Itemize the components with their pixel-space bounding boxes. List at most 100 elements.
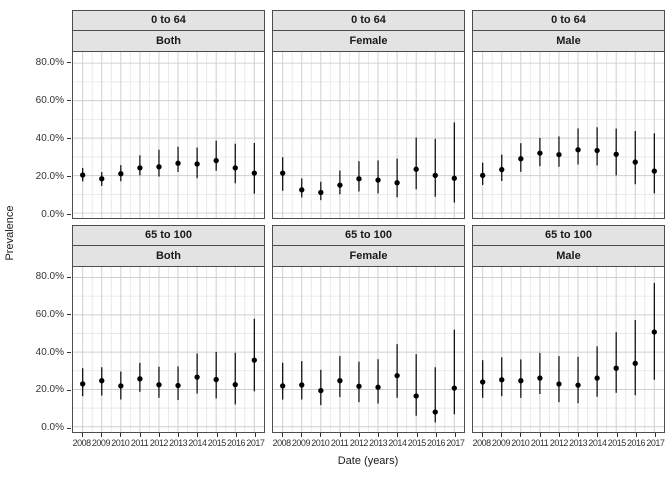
point-estimate <box>375 177 381 183</box>
point-estimate <box>299 187 305 193</box>
panel-plot <box>73 52 264 218</box>
x-tick-label: 2009 <box>91 438 111 448</box>
y-tick-label: 80.0% <box>35 271 64 283</box>
point-estimate <box>556 381 562 387</box>
x-tick-mark <box>339 433 341 437</box>
x-tick-mark <box>520 433 522 437</box>
point-estimate <box>556 151 562 158</box>
point-estimate <box>356 176 362 182</box>
facet-strip-age: 0 to 64 <box>72 10 265 31</box>
point-estimate <box>632 159 638 165</box>
x-tick-label: 2011 <box>530 438 549 448</box>
point-estimate <box>499 377 505 383</box>
x-tick-label: 2014 <box>388 438 407 448</box>
x-tick-label: 2017 <box>246 438 265 448</box>
y-tick-label: 80.0% <box>35 56 64 68</box>
point-estimate <box>99 176 105 182</box>
point-estimate <box>651 329 657 335</box>
point-estimate <box>99 378 105 384</box>
x-axis-title: Date (years) <box>337 455 399 467</box>
x-tick-mark <box>216 433 218 437</box>
y-tick-label: 20.0% <box>35 384 64 396</box>
point-estimate <box>356 383 362 389</box>
x-tick-mark <box>578 433 580 437</box>
facet-panel <box>272 51 465 219</box>
y-tick-mark <box>67 389 71 391</box>
facet-strip-age: 0 to 64 <box>272 10 465 31</box>
facet-strip-age: 65 to 100 <box>472 225 665 246</box>
x-tick-mark <box>481 433 483 437</box>
point-estimate <box>451 385 457 391</box>
x-tick-mark <box>436 433 438 437</box>
point-estimate <box>194 374 200 380</box>
x-tick-mark <box>416 433 418 437</box>
x-tick-mark <box>636 433 638 437</box>
point-estimate <box>394 372 400 379</box>
point-estimate <box>251 357 257 363</box>
point-estimate <box>232 165 238 171</box>
point-estimate <box>251 170 257 176</box>
point-estimate <box>518 156 524 162</box>
y-tick-mark <box>67 314 71 316</box>
point-estimate <box>213 376 219 383</box>
point-estimate <box>594 147 600 154</box>
x-tick-label: 2015 <box>607 438 627 448</box>
x-tick-label: 2008 <box>72 438 92 448</box>
point-estimate <box>575 147 581 153</box>
facet-strip-age: 65 to 100 <box>72 225 265 246</box>
x-tick-label: 2015 <box>407 438 427 448</box>
facet-panel <box>472 51 665 219</box>
facet-strip-age: 65 to 100 <box>272 225 465 246</box>
facet-strip-sex: Male <box>472 30 665 52</box>
point-estimate <box>632 360 638 367</box>
facet-strip-age: 0 to 64 <box>472 10 665 31</box>
x-tick-mark <box>358 433 360 437</box>
point-estimate <box>537 150 543 156</box>
point-estimate <box>175 160 181 166</box>
panel-plot <box>473 52 664 218</box>
panel-plot <box>73 267 264 432</box>
point-estimate <box>118 383 124 389</box>
point-estimate <box>318 387 324 394</box>
point-estimate <box>318 189 324 196</box>
point-estimate <box>613 365 619 371</box>
x-tick-label: 2009 <box>291 438 311 448</box>
point-estimate <box>337 182 343 188</box>
point-estimate <box>118 171 124 177</box>
facet-strip-sex: Male <box>472 245 665 267</box>
point-estimate <box>575 382 581 388</box>
y-tick-mark <box>67 138 71 140</box>
y-tick-label: 60.0% <box>35 308 64 320</box>
point-estimate <box>537 375 543 381</box>
point-estimate <box>651 168 657 174</box>
point-estimate <box>213 157 219 164</box>
facet-panel <box>472 266 665 433</box>
y-tick-mark <box>67 100 71 102</box>
point-estimate <box>499 166 505 173</box>
facet-strip-sex: Female <box>272 30 465 52</box>
y-tick-mark <box>67 62 71 64</box>
point-estimate <box>280 383 286 389</box>
x-tick-label: 2016 <box>227 438 246 448</box>
x-tick-mark <box>197 433 199 437</box>
x-tick-label: 2012 <box>349 438 369 448</box>
x-tick-label: 2010 <box>111 438 130 448</box>
x-tick-label: 2010 <box>311 438 330 448</box>
y-tick-label: 0.0% <box>41 208 64 220</box>
point-estimate <box>280 170 286 176</box>
y-tick-mark <box>67 176 71 178</box>
y-tick-label: 40.0% <box>35 132 64 144</box>
point-estimate <box>194 161 200 167</box>
point-estimate <box>480 172 486 179</box>
point-estimate <box>137 165 143 171</box>
x-tick-mark <box>558 433 560 437</box>
x-tick-mark <box>616 433 618 437</box>
x-tick-label: 2016 <box>627 438 646 448</box>
x-tick-label: 2015 <box>207 438 227 448</box>
point-estimate <box>613 151 619 157</box>
y-tick-mark <box>67 214 71 215</box>
point-estimate <box>299 382 305 388</box>
x-tick-mark <box>100 433 102 437</box>
point-estimate <box>451 175 457 181</box>
